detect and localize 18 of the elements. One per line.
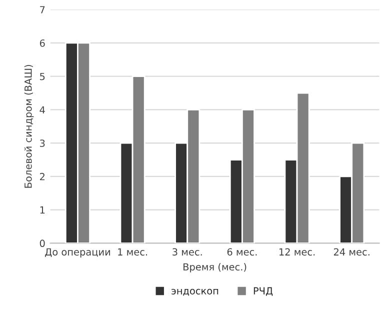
y-tick-label: 2 [40, 172, 44, 180]
x-tick-label: 24 мес. [334, 248, 370, 256]
x-tick-label: 1 мес. [118, 248, 148, 256]
y-tick-label: 1 [40, 206, 45, 214]
x-tick-label: 6 мес. [227, 248, 257, 256]
y-tick-label: 3 [40, 140, 45, 147]
x-tick-label: 12 мес. [279, 248, 315, 256]
legend-label: эндоскоп [172, 288, 218, 296]
y-tick-label: 4 [40, 106, 45, 114]
y-axis-title: Болевой синдром (ВАШ) [24, 64, 34, 188]
y-tick-label: 7 [40, 6, 45, 14]
y-tick-label: 6 [40, 39, 45, 47]
x-axis-title: Время (мес.) [184, 263, 246, 272]
y-tick-label: 0 [40, 240, 45, 248]
legend-label: РЧД [254, 287, 273, 296]
y-tick-label: 5 [40, 72, 45, 80]
x-tick-label: 3 мес. [172, 248, 202, 256]
x-tick-label: До операции [45, 248, 110, 258]
